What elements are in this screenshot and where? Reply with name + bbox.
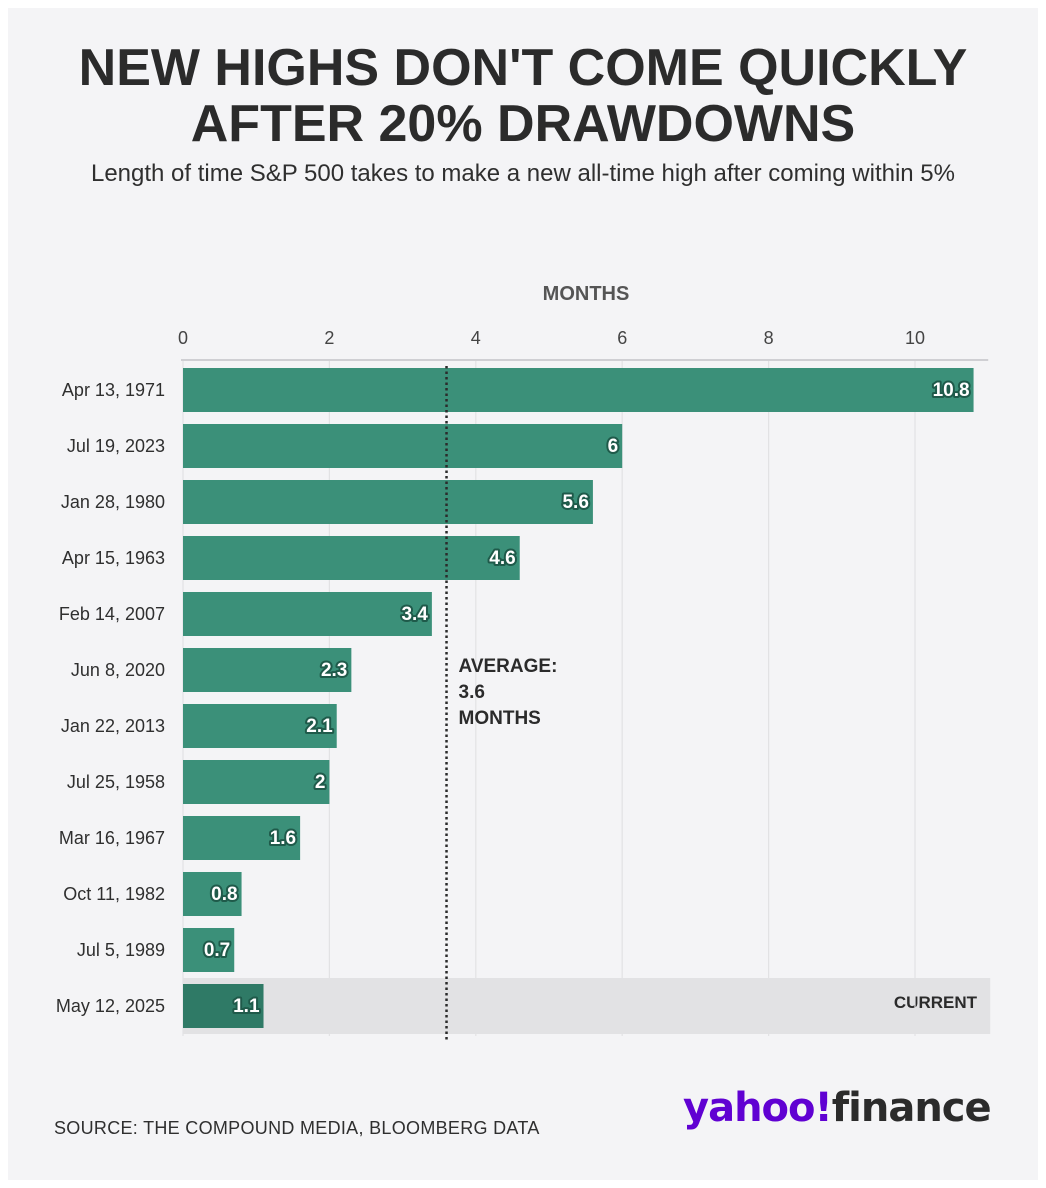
chart-title-line-1: NEW HIGHS DON'T COME QUICKLY bbox=[78, 39, 968, 97]
bar-value-label: 3.4 bbox=[401, 604, 428, 625]
bar-value-label: 1.1 bbox=[233, 996, 260, 1017]
category-label: Feb 14, 2007 bbox=[59, 604, 165, 624]
source-note: SOURCE: THE COMPOUND MEDIA, BLOOMBERG DA… bbox=[54, 1118, 540, 1138]
bar-value-label: 4.6 bbox=[489, 548, 515, 569]
bar-value-label: 1.6 bbox=[270, 828, 296, 849]
bar bbox=[183, 536, 520, 580]
bar-value-label: 6 bbox=[608, 436, 619, 457]
bar-value-label: 2.3 bbox=[321, 660, 347, 681]
logo-finance: finance bbox=[831, 1085, 992, 1131]
category-label: May 12, 2025 bbox=[56, 996, 165, 1016]
bar-chart: CURRENT MONTHS 0 2 4 6 8 10 Apr 13, 1971 10.8 Jul … bbox=[56, 283, 991, 1042]
bar bbox=[183, 480, 593, 524]
category-label: Apr 15, 1963 bbox=[62, 548, 165, 568]
current-highlight-band bbox=[183, 978, 991, 1034]
bar bbox=[183, 928, 235, 972]
current-label: CURRENT bbox=[894, 993, 978, 1012]
category-label: Jun 8, 2020 bbox=[71, 660, 165, 680]
average-label: AVERAGE: bbox=[459, 656, 558, 677]
bar bbox=[183, 984, 264, 1028]
chart-title: NEW HIGHS DON'T COME QUICKLY AFTER 20% D… bbox=[0, 40, 1046, 152]
x-tick-label: 0 bbox=[178, 328, 188, 348]
bar-value-label: 10.8 bbox=[933, 380, 970, 401]
category-label: Oct 11, 1982 bbox=[63, 884, 165, 904]
bar-value-label: 0.7 bbox=[204, 940, 230, 961]
category-label: Jan 22, 2013 bbox=[61, 716, 165, 736]
average-label: 3.6 bbox=[459, 682, 485, 703]
bar bbox=[183, 648, 352, 692]
x-tick-label: 4 bbox=[471, 328, 481, 348]
x-tick-label: 6 bbox=[617, 328, 627, 348]
x-tick-label: 2 bbox=[324, 328, 334, 348]
chart-subtitle: Length of time S&P 500 takes to make a n… bbox=[90, 160, 955, 187]
bar bbox=[183, 760, 330, 804]
bar bbox=[183, 872, 242, 916]
average-label: MONTHS bbox=[459, 708, 541, 729]
bar bbox=[183, 592, 432, 636]
category-label: Mar 16, 1967 bbox=[59, 828, 165, 848]
yahoo-finance-logo: yahoo!finance bbox=[683, 1085, 992, 1131]
bar bbox=[183, 368, 974, 412]
category-label: Jul 5, 1989 bbox=[77, 940, 165, 960]
category-label: Jul 19, 2023 bbox=[67, 436, 165, 456]
bar-value-label: 5.6 bbox=[562, 492, 588, 513]
category-label: Jan 28, 1980 bbox=[61, 492, 165, 512]
bar bbox=[183, 704, 337, 748]
bar bbox=[183, 424, 623, 468]
bar bbox=[183, 816, 301, 860]
chart-title-line-2: AFTER 20% DRAWDOWNS bbox=[190, 95, 856, 153]
logo-yahoo: yahoo! bbox=[683, 1085, 833, 1131]
category-label: Jul 25, 1958 bbox=[67, 772, 165, 792]
x-tick-label: 8 bbox=[764, 328, 774, 348]
bar-value-label: 0.8 bbox=[211, 884, 237, 905]
x-axis-title: MONTHS bbox=[543, 283, 630, 305]
category-label: Apr 13, 1971 bbox=[62, 380, 165, 400]
x-tick-label: 10 bbox=[905, 328, 925, 348]
bar-value-label: 2 bbox=[315, 772, 326, 793]
bar-value-label: 2.1 bbox=[306, 716, 333, 737]
